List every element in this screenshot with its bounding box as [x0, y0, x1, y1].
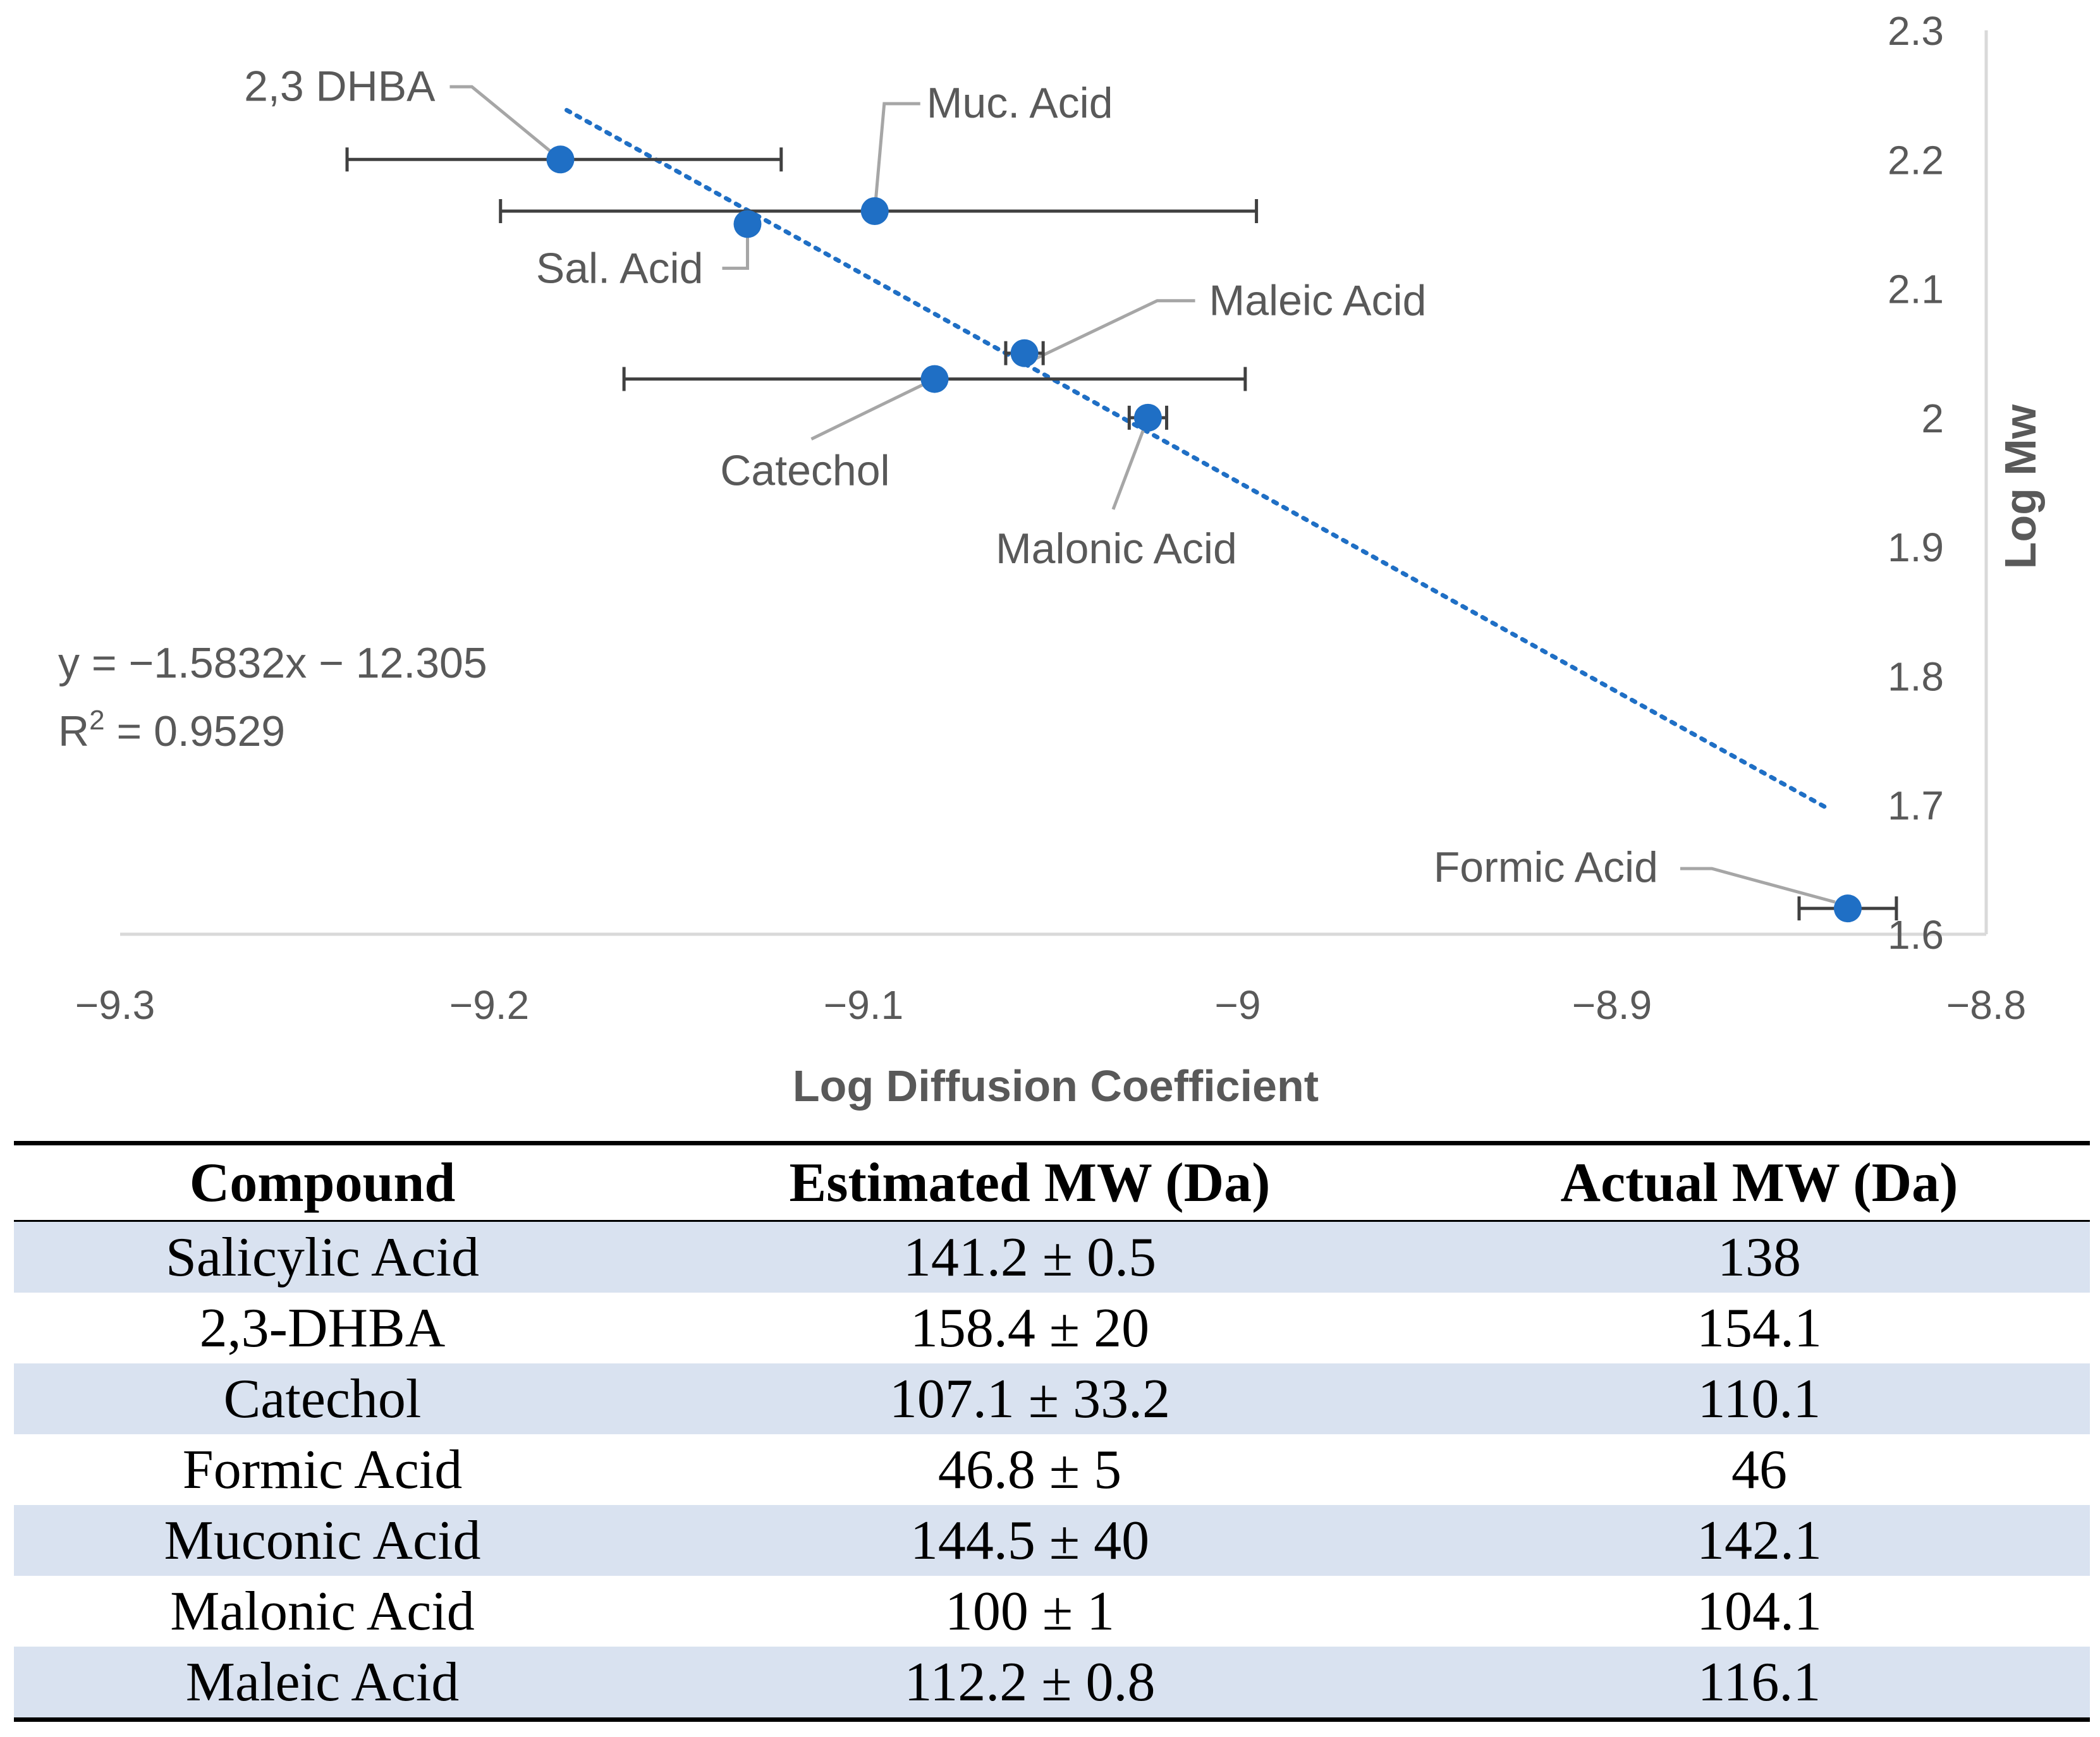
point-label: Malonic Acid [996, 525, 1237, 573]
y-tick-label: 2.1 [1888, 267, 1944, 312]
leader-line [873, 102, 920, 212]
cell-compound: Formic Acid [182, 1439, 463, 1501]
x-tick-label: −9.2 [449, 982, 529, 1028]
x-tick-label: −8.8 [1946, 982, 2026, 1028]
y-tick-label: 2.2 [1888, 137, 1944, 183]
scatter-chart: −9.3 −9.2 −9.1 −9 −8.9 −8.81.61.71.81.922.12.… [58, 8, 2045, 1111]
table-row: 2,3-DHBA 158.4 ± 20 154.1 [14, 1293, 2090, 1363]
point-label: Sal. Acid [536, 244, 704, 292]
tick-labels: −9.3 −9.2 −9.1 −9 −8.9 −8.81.61.71.81.922.12.… [75, 8, 2026, 1028]
trendline-r2: R2 = 0.9529 [58, 705, 285, 755]
axes [120, 30, 1988, 936]
data-point [1010, 339, 1039, 367]
cell-compound: Salicylic Acid [14, 1221, 631, 1293]
x-tick-label: −9 [1215, 982, 1261, 1028]
r2-prefix: R [58, 707, 89, 755]
data-point [860, 197, 889, 225]
point-labels: 2,3 DHBA Muc. Acid Sal. Acid Maleic Acid Cat… [244, 62, 1658, 891]
cell-estimated: 144.5 ± 40 [631, 1505, 1429, 1576]
cell-estimated: 112.2 ± 0.8 [631, 1647, 1429, 1720]
leader-line [722, 224, 749, 270]
data-points [546, 145, 1862, 923]
cell-compound: Catechol [14, 1363, 631, 1434]
cell-estimated: 158.4 ± 20 [910, 1297, 1150, 1359]
data-point [1833, 894, 1862, 923]
table-row: Formic Acid 46.8 ± 5 46 [14, 1434, 2090, 1505]
cell-estimated: 141.2 ± 0.5 [631, 1221, 1429, 1293]
cell-estimated: 46.8 ± 5 [937, 1439, 1122, 1501]
cell-estimated: 107.1 ± 33.2 [631, 1363, 1429, 1434]
cell-actual: 154.1 [1697, 1297, 1822, 1359]
leader-line [449, 85, 562, 161]
table-header-row: Compound Estimated MW (Da) Actual MW (Da… [14, 1143, 2090, 1222]
cell-compound: 2,3-DHBA [199, 1297, 446, 1359]
table-row: Malonic Acid 100 ± 1 104.1 [14, 1576, 2090, 1647]
y-tick-label: 2.3 [1888, 8, 1944, 54]
leader-line [1033, 299, 1195, 361]
point-label: Catechol [720, 447, 889, 495]
leader-line [1680, 867, 1836, 904]
data-point [1133, 403, 1162, 432]
x-tick-label: −9.1 [824, 982, 903, 1028]
table-row: Muconic Acid 144.5 ± 40 142.1 [14, 1505, 2090, 1576]
header-compound: Compound [14, 1143, 631, 1222]
x-tick-label: −9.3 [75, 982, 155, 1028]
y-tick-label: 1.9 [1888, 525, 1944, 570]
table-row: Salicylic Acid 141.2 ± 0.5 138 [14, 1221, 2090, 1293]
data-point [733, 210, 762, 238]
table-row: Maleic Acid 112.2 ± 0.8 116.1 [14, 1647, 2090, 1720]
cell-compound: Malonic Acid [170, 1580, 475, 1642]
point-label: Muc. Acid [927, 79, 1113, 127]
y-axis-title: Log Mw [1996, 404, 2045, 569]
r2-superscript: 2 [89, 705, 104, 736]
cell-compound: Maleic Acid [14, 1647, 631, 1720]
y-tick-label: 1.8 [1888, 654, 1944, 699]
x-axis-title: Log Diffusion Coefficient [793, 1061, 1319, 1111]
leader-line [1111, 417, 1150, 510]
cell-actual: 46 [1731, 1439, 1787, 1501]
cell-estimated: 100 ± 1 [944, 1580, 1115, 1642]
r2-value: = 0.9529 [105, 707, 285, 755]
cell-actual: 104.1 [1697, 1580, 1822, 1642]
header-estimated-mw: Estimated MW (Da) [631, 1143, 1429, 1222]
trendline-equation: y = −1.5832x − 12.305 [58, 639, 487, 687]
trendline-group [564, 107, 1833, 812]
cell-actual: 116.1 [1429, 1647, 2090, 1720]
results-table: Compound Estimated MW (Da) Actual MW (Da… [14, 1141, 2090, 1722]
point-label: Maleic Acid [1209, 277, 1427, 325]
point-label: Formic Acid [1434, 843, 1658, 891]
leader-lines [449, 85, 1836, 904]
cell-compound: Muconic Acid [14, 1505, 631, 1576]
x-tick-label: −8.9 [1572, 982, 1652, 1028]
cell-actual: 142.1 [1429, 1505, 2090, 1576]
leader-line [810, 377, 936, 441]
data-point [546, 145, 575, 174]
y-tick-label: 2 [1921, 396, 1944, 441]
data-point [920, 365, 949, 393]
table-row: Catechol 107.1 ± 33.2 110.1 [14, 1363, 2090, 1434]
y-tick-label: 1.7 [1888, 783, 1944, 829]
trendline [564, 107, 1833, 812]
point-label: 2,3 DHBA [244, 62, 436, 110]
cell-actual: 110.1 [1429, 1363, 2090, 1434]
header-actual-mw: Actual MW (Da) [1429, 1143, 2090, 1222]
cell-actual: 138 [1429, 1221, 2090, 1293]
